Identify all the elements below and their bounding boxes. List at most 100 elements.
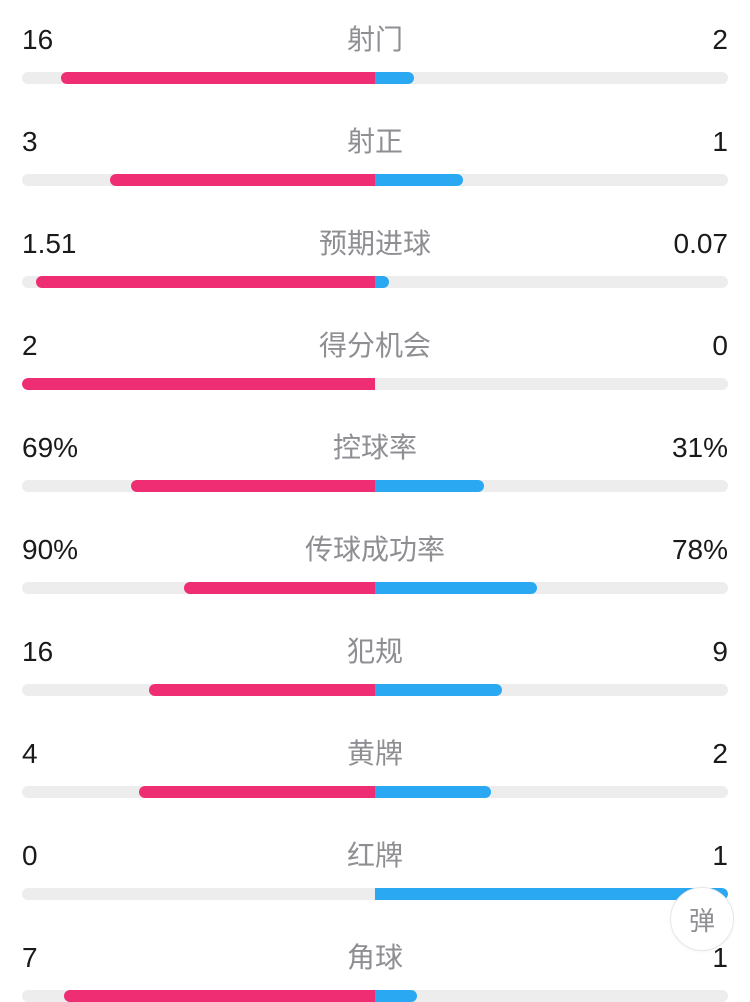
home-value: 16 [22,636,102,668]
stat-labels: 3射正1 [22,120,728,160]
match-stats-container: 16射门23射正11.51预期进球0.072得分机会069%控球率31%90%传… [0,0,750,1002]
stat-bar-track [22,786,728,798]
away-bar-fill [375,480,484,492]
stat-labels: 2得分机会0 [22,324,728,364]
stat-label: 得分机会 [102,324,648,364]
away-bar-fill [375,276,389,288]
stat-bar-track [22,990,728,1002]
home-value: 90% [22,534,102,566]
stat-row: 4黄牌2 [22,732,728,798]
away-value: 1 [648,126,728,158]
stat-label: 红牌 [102,834,648,874]
away-value: 2 [648,738,728,770]
home-value: 3 [22,126,102,158]
stat-bar-track [22,378,728,390]
stat-row: 1.51预期进球0.07 [22,222,728,288]
away-value: 78% [648,534,728,566]
stat-labels: 0红牌1 [22,834,728,874]
home-bar-fill [139,786,376,798]
stat-bar-track [22,888,728,900]
away-bar-half [375,684,728,696]
stat-labels: 16犯规9 [22,630,728,670]
stat-label: 犯规 [102,630,648,670]
home-bar-fill [61,72,375,84]
stat-row: 90%传球成功率78% [22,528,728,594]
away-value: 9 [648,636,728,668]
home-bar-fill [36,276,375,288]
stat-labels: 69%控球率31% [22,426,728,466]
home-bar-half [22,174,375,186]
away-bar-half [375,72,728,84]
home-bar-half [22,684,375,696]
stat-bar-track [22,684,728,696]
stat-row: 7角球1 [22,936,728,1002]
home-bar-fill [22,378,375,390]
home-bar-fill [64,990,375,1002]
stat-labels: 7角球1 [22,936,728,976]
stat-bar-track [22,174,728,186]
away-bar-half [375,888,728,900]
away-value: 1 [648,840,728,872]
away-bar-half [375,990,728,1002]
bullet-chat-button[interactable]: 弹 [670,887,734,951]
stat-row: 16射门2 [22,18,728,84]
home-bar-fill [149,684,375,696]
stat-row: 16犯规9 [22,630,728,696]
stat-label: 预期进球 [102,222,648,262]
stat-row: 3射正1 [22,120,728,186]
stat-labels: 90%传球成功率78% [22,528,728,568]
home-bar-half [22,888,375,900]
away-bar-half [375,174,728,186]
home-bar-fill [110,174,375,186]
away-bar-half [375,786,728,798]
home-bar-half [22,786,375,798]
away-bar-fill [375,174,463,186]
stat-label: 传球成功率 [102,528,648,568]
stat-label: 黄牌 [102,732,648,772]
away-bar-fill [375,72,414,84]
home-value: 7 [22,942,102,974]
home-value: 1.51 [22,228,102,260]
home-value: 4 [22,738,102,770]
stat-labels: 16射门2 [22,18,728,58]
stat-bar-track [22,276,728,288]
stat-bar-track [22,72,728,84]
home-bar-half [22,582,375,594]
away-value: 0.07 [648,228,728,260]
bullet-chat-label: 弹 [689,901,715,938]
away-bar-fill [375,684,502,696]
home-bar-half [22,276,375,288]
home-value: 69% [22,432,102,464]
stat-labels: 4黄牌2 [22,732,728,772]
away-value: 0 [648,330,728,362]
stat-row: 0红牌1 [22,834,728,900]
stat-label: 射正 [102,120,648,160]
away-bar-half [375,276,728,288]
home-value: 16 [22,24,102,56]
away-value: 31% [648,432,728,464]
home-value: 0 [22,840,102,872]
stat-row: 69%控球率31% [22,426,728,492]
stat-row: 2得分机会0 [22,324,728,390]
home-bar-fill [131,480,375,492]
away-bar-fill [375,888,728,900]
stat-labels: 1.51预期进球0.07 [22,222,728,262]
away-bar-fill [375,990,417,1002]
away-bar-fill [375,786,491,798]
away-value: 2 [648,24,728,56]
stat-label: 射门 [102,18,648,58]
stat-bar-track [22,480,728,492]
home-bar-half [22,480,375,492]
stat-bar-track [22,582,728,594]
home-bar-half [22,990,375,1002]
away-bar-fill [375,582,537,594]
stat-label: 控球率 [102,426,648,466]
home-bar-half [22,72,375,84]
away-bar-half [375,378,728,390]
stat-label: 角球 [102,936,648,976]
away-bar-half [375,582,728,594]
home-value: 2 [22,330,102,362]
home-bar-fill [184,582,375,594]
away-bar-half [375,480,728,492]
home-bar-half [22,378,375,390]
